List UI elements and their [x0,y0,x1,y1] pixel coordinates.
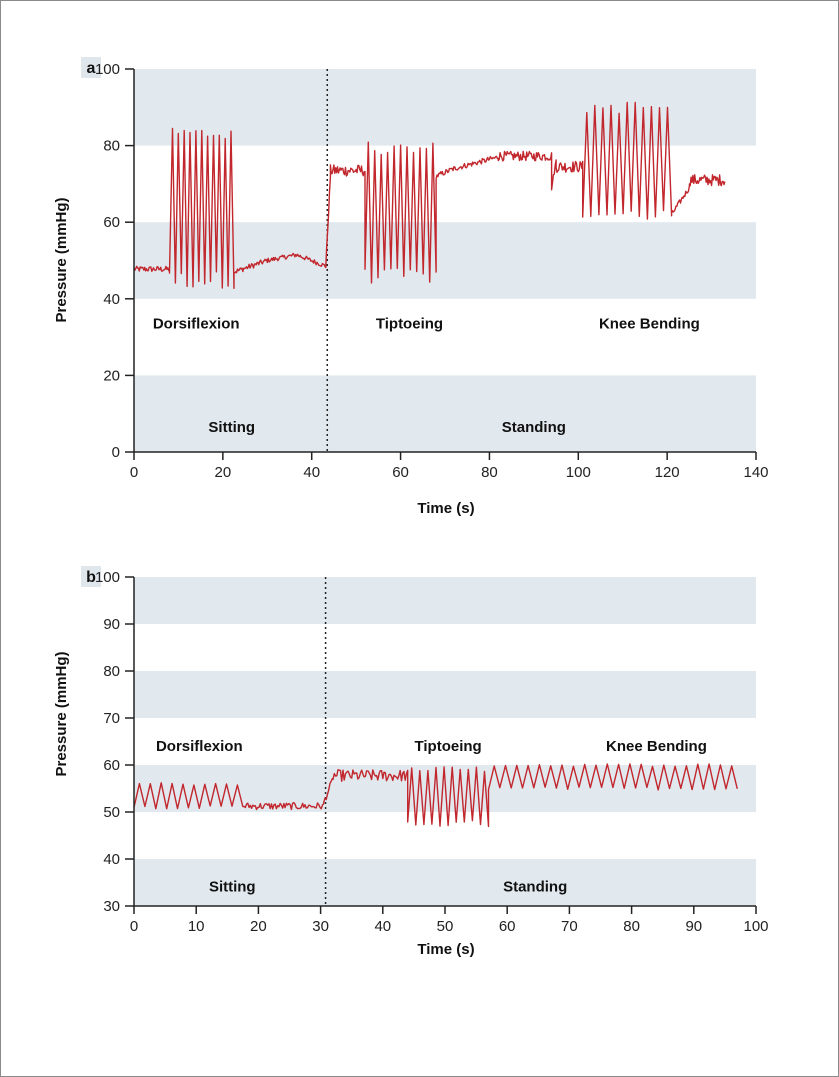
panel-b-y-tick-label: 30 [103,898,120,915]
panel-b-x-tick-label: 50 [437,918,454,935]
panel-b-x-tick-label: 90 [685,918,702,935]
panel-b-y-tick-label: 90 [103,616,120,633]
panel-a-x-tick-label: 60 [392,464,409,481]
panel-b-x-tick-label: 60 [499,918,516,935]
panel-a-x-tick-label: 100 [566,464,591,481]
panel-b-y-axis-title: Pressure (mmHg) [53,651,70,776]
panel-b-x-tick-label: 70 [561,918,578,935]
panel-a-annotation: Dorsiflexion [153,316,240,333]
panel-a-y-tick-label: 80 [103,138,120,155]
panel-b-x-tick-label: 40 [374,918,391,935]
panel-b-y-tick-label: 70 [103,710,120,727]
panel-b-annotation: Knee Bending [606,738,707,755]
panel-a-y-axis-title: Pressure (mmHg) [53,197,70,322]
panel-b-pressure-trace [133,763,738,828]
panel-b-x-tick-label: 80 [623,918,640,935]
panel-a-y-tick-label: 20 [103,367,120,384]
panel-b-y-tick-label: 40 [103,851,120,868]
panel-a-band-2 [134,69,756,146]
panel-b-band-0 [134,859,756,906]
panel-b-letter-box [81,566,101,587]
panel-a-annotation: Sitting [208,419,255,436]
panel-a-x-tick-label: 20 [215,464,232,481]
panel-a-annotation: Standing [502,419,566,436]
panel-a: a 0 20 40 60 80 100 0 20 40 60 80 100 120 140 Dorsifl… [53,57,769,517]
panel-a-y-tick-label: 40 [103,291,120,308]
panel-b-band-2 [134,671,756,718]
panel-a-letter: a [87,60,96,77]
panel-a-y-tick-label: 100 [95,61,120,78]
panel-a-x-axis-title: Time (s) [417,500,474,517]
panel-b-x-tick-label: 30 [312,918,329,935]
panel-a-band-0 [134,375,756,452]
panel-b-x-tick-label: 100 [743,918,768,935]
panel-a-x-tick-label: 80 [481,464,498,481]
panel-b-y-tick-label: 100 [95,569,120,586]
panel-b: b 30 40 50 60 70 80 90 100 0 10 20 30 40 50 60 70 80 90 10… [53,566,769,958]
panel-b-annotation: Sitting [209,878,256,895]
panel-b-y-tick-label: 80 [103,663,120,680]
panel-a-x-tick-label: 140 [743,464,768,481]
panel-a-annotation: Tiptoeing [376,316,443,333]
panel-a-annotation: Knee Bending [599,316,700,333]
panel-b-y-tick-label: 50 [103,804,120,821]
panel-a-x-tick-label: 0 [130,464,138,481]
panel-b-band-3 [134,577,756,624]
panel-b-annotation: Standing [503,878,567,895]
panel-b-annotation: Tiptoeing [415,738,482,755]
panel-a-band-1 [134,222,756,299]
panel-a-x-tick-label: 120 [655,464,680,481]
panel-a-letter-box [81,57,101,78]
panel-a-y-tick-label: 0 [112,444,120,461]
panel-a-y-tick-label: 60 [103,214,120,231]
panel-b-x-tick-label: 20 [250,918,267,935]
panel-b-x-axis-title: Time (s) [417,941,474,958]
panel-b-y-tick-label: 60 [103,757,120,774]
panel-b-letter: b [86,569,96,586]
panel-a-x-tick-label: 40 [303,464,320,481]
panel-b-x-tick-label: 10 [188,918,205,935]
panel-b-x-tick-label: 0 [130,918,138,935]
panel-a-pressure-trace [133,101,726,289]
panel-b-annotation: Dorsiflexion [156,738,243,755]
